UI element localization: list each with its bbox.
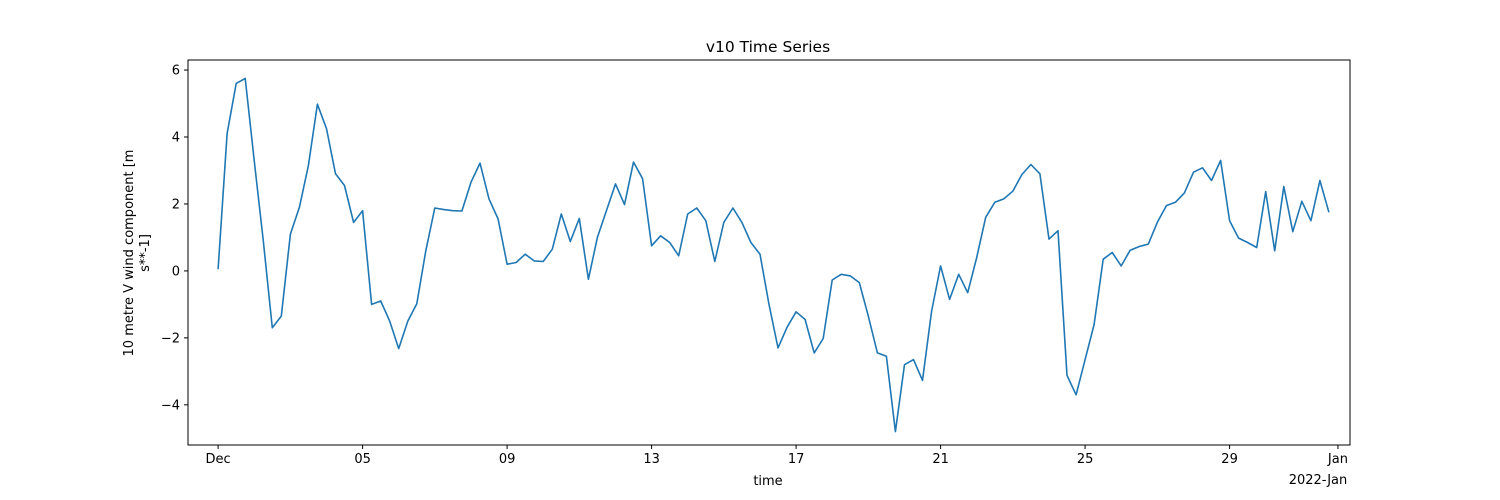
chart-title: v10 Time Series bbox=[706, 38, 830, 56]
y-tick-label: −2 bbox=[161, 331, 180, 346]
x-tick-label: 29 bbox=[1221, 452, 1238, 467]
y-axis-label: 10 metre V wind component [m s**-1] bbox=[122, 150, 153, 357]
y-axis: −4 −2 0 2 4 6 bbox=[161, 64, 188, 413]
x-offset-label: 2022-Jan bbox=[1289, 473, 1348, 488]
x-tick-label: Jan bbox=[1327, 452, 1348, 467]
y-tick-label: 4 bbox=[172, 131, 180, 146]
x-tick-label: 13 bbox=[643, 452, 660, 467]
x-axis: Dec 05 09 13 17 21 25 29 Jan bbox=[206, 445, 1348, 467]
x-tick-label: 25 bbox=[1077, 452, 1094, 467]
y-tick-label: 0 bbox=[172, 264, 180, 279]
y-tick-label: 6 bbox=[172, 64, 180, 79]
axes-frame bbox=[187, 59, 1351, 446]
y-tick-label: 2 bbox=[172, 197, 180, 212]
plot-area bbox=[187, 59, 1351, 446]
y-axis-label-line1: 10 metre V wind component [m bbox=[122, 150, 137, 357]
x-axis-label: time bbox=[753, 474, 782, 489]
x-tick-label: 09 bbox=[499, 452, 516, 467]
x-tick-label: 17 bbox=[788, 452, 805, 467]
series-line bbox=[217, 77, 1330, 433]
x-tick-label: 21 bbox=[932, 452, 949, 467]
y-axis-label-line2: s**-1] bbox=[138, 234, 153, 272]
x-tick-label: Dec bbox=[206, 452, 231, 467]
x-tick-label: 05 bbox=[354, 452, 371, 467]
y-tick-label: −4 bbox=[161, 398, 180, 413]
